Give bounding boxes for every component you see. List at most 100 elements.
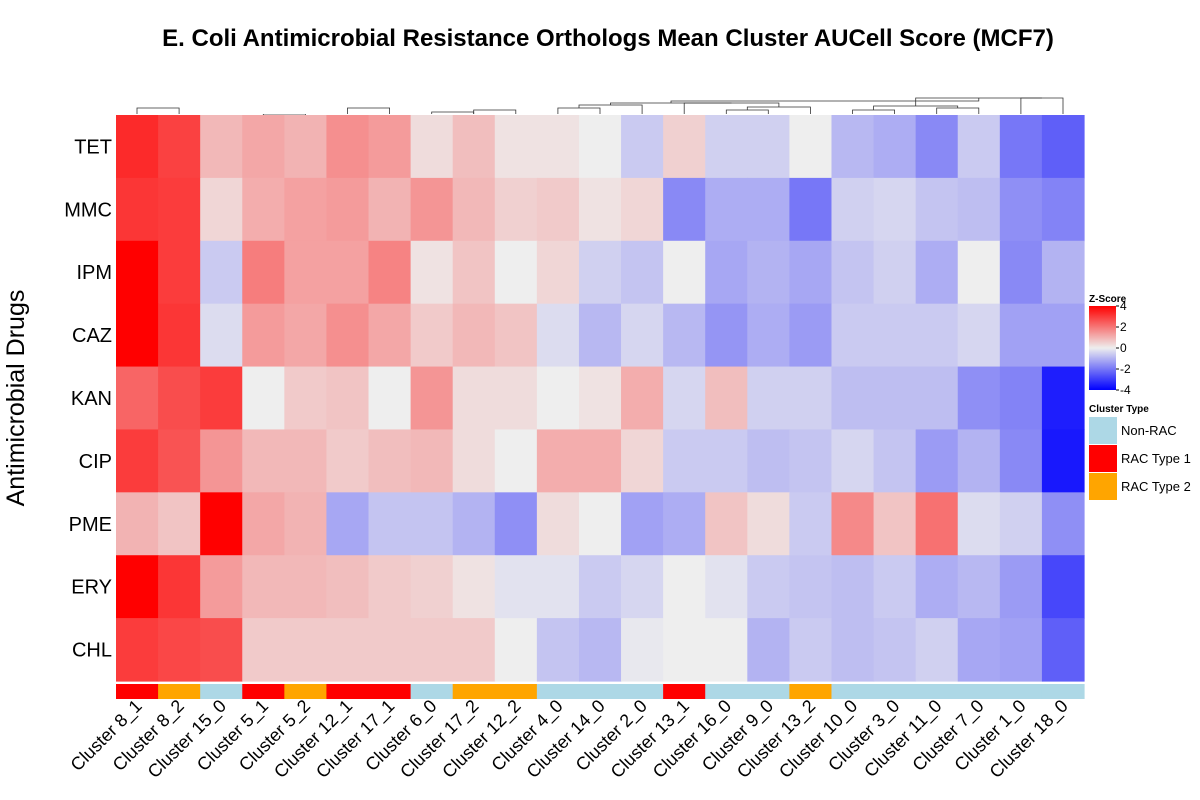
heatmap-cell-tet-20 xyxy=(957,115,1001,179)
heatmap-cell-pme-0 xyxy=(116,492,159,556)
heatmap-cell-chl-17 xyxy=(831,618,875,682)
heatmap-cell-caz-10 xyxy=(536,303,580,368)
heatmap-cell-chl-16 xyxy=(789,618,833,682)
legend-swatch-2 xyxy=(1089,473,1117,500)
heatmap-cell-cip-20 xyxy=(957,429,1001,493)
cluster-type-cell-11 xyxy=(578,684,622,699)
heatmap-cell-ipm-17 xyxy=(831,240,875,305)
zscore-legend: Z-Score 4 2 0 -2 -4 xyxy=(1089,294,1131,397)
heatmap-cell-pme-10 xyxy=(536,492,580,556)
heatmap-cell-tet-17 xyxy=(831,115,875,179)
heatmap-cell-mmc-13 xyxy=(663,177,706,242)
cluster-type-cell-21 xyxy=(999,684,1043,699)
cluster-type-cell-19 xyxy=(915,684,959,699)
heatmap-cell-ipm-20 xyxy=(957,240,1001,305)
heatmap-cell-pme-2 xyxy=(200,492,243,556)
heatmap-cell-ery-4 xyxy=(284,555,328,619)
zscore-tick-label: -4 xyxy=(1120,383,1131,397)
heatmap-cell-tet-21 xyxy=(999,115,1043,179)
heatmap-cell-caz-3 xyxy=(242,303,285,368)
heatmap-cell-tet-13 xyxy=(663,115,706,179)
row-label-mmc: MMC xyxy=(64,199,112,221)
heatmap-cell-kan-5 xyxy=(326,366,370,431)
heatmap-cell-caz-20 xyxy=(957,303,1001,368)
zscore-tick-label: 0 xyxy=(1120,341,1127,355)
heatmap-cell-ipm-13 xyxy=(663,240,706,305)
heatmap-cell-kan-13 xyxy=(663,366,706,431)
heatmap-cell-ery-17 xyxy=(831,555,875,619)
heatmap-cell-mmc-19 xyxy=(915,177,959,242)
row-label-ipm: IPM xyxy=(76,262,112,284)
heatmap-cell-caz-22 xyxy=(1041,303,1085,368)
heatmap-cell-cip-7 xyxy=(410,429,454,493)
zscore-legend-title: Z-Score xyxy=(1089,294,1127,305)
dendrogram-link xyxy=(473,109,517,114)
cluster-type-legend: Cluster Type Non-RAC RAC Type 1 RAC Type 2 xyxy=(1089,404,1191,500)
heatmap-cell-chl-0 xyxy=(116,618,159,682)
dendrogram-link xyxy=(746,106,811,114)
heatmap-cell-cip-10 xyxy=(536,429,580,493)
heatmap-cell-kan-22 xyxy=(1041,366,1085,431)
cluster-type-cell-4 xyxy=(284,684,328,699)
heatmap-cell-chl-14 xyxy=(705,618,748,682)
heatmap-cell-pme-11 xyxy=(578,492,622,556)
row-label-caz: CAZ xyxy=(72,325,112,347)
heatmap-cell-caz-21 xyxy=(999,303,1043,368)
heatmap-cell-cip-18 xyxy=(873,429,917,493)
heatmap-cell-pme-15 xyxy=(747,492,790,556)
heatmap-cell-mmc-5 xyxy=(326,177,370,242)
heatmap-cell-ipm-6 xyxy=(368,240,412,305)
heatmap-cell-mmc-10 xyxy=(536,177,580,242)
row-label-pme: PME xyxy=(69,514,112,536)
dendrogram-link xyxy=(136,107,180,114)
heatmap-cell-mmc-9 xyxy=(494,177,538,242)
heatmap-cell-cip-0 xyxy=(116,429,159,493)
heatmap-cell-pme-14 xyxy=(705,492,748,556)
dendrogram-link xyxy=(610,102,732,105)
heatmap-cell-chl-12 xyxy=(621,618,664,682)
heatmap-cell-ery-19 xyxy=(915,555,959,619)
heatmap-cell-tet-12 xyxy=(621,115,664,179)
row-label-tet: TET xyxy=(74,136,112,158)
cluster-type-cell-7 xyxy=(410,684,454,699)
cluster-type-cell-14 xyxy=(705,684,748,699)
zscore-colorbar xyxy=(1089,306,1116,390)
cluster-type-cell-18 xyxy=(873,684,917,699)
heatmap-cell-pme-13 xyxy=(663,492,706,556)
heatmap-cell-kan-6 xyxy=(368,366,412,431)
heatmap-cell-ipm-2 xyxy=(200,240,243,305)
heatmap-cell-chl-8 xyxy=(452,618,496,682)
heatmap-cell-tet-1 xyxy=(158,115,201,179)
heatmap-cell-tet-3 xyxy=(242,115,285,179)
heatmap-cell-chl-10 xyxy=(536,618,580,682)
heatmap-cell-cip-2 xyxy=(200,429,243,493)
heatmap-cell-kan-10 xyxy=(536,366,580,431)
heatmap-cell-ery-1 xyxy=(158,555,201,619)
heatmap-cell-caz-6 xyxy=(368,303,412,368)
legend-swatch-1 xyxy=(1089,445,1117,472)
heatmap-cell-ipm-7 xyxy=(410,240,454,305)
heatmap-cell-kan-4 xyxy=(284,366,328,431)
heatmap-cell-kan-12 xyxy=(621,366,664,431)
cluster-type-legend-title: Cluster Type xyxy=(1089,404,1149,415)
heatmap-cell-ery-3 xyxy=(242,555,285,619)
row-labels: TET MMC IPM CAZ KAN CIP PME ERY CHL xyxy=(64,136,112,661)
heatmap-cell-ery-11 xyxy=(578,555,622,619)
heatmap-cell-kan-11 xyxy=(578,366,622,431)
row-label-kan: KAN xyxy=(71,388,112,410)
heatmap-cell-pme-18 xyxy=(873,492,917,556)
heatmap-cell-kan-7 xyxy=(410,366,454,431)
heatmap-cell-mmc-11 xyxy=(578,177,622,242)
heatmap-cell-chl-7 xyxy=(410,618,454,682)
heatmap-cell-ery-0 xyxy=(116,555,159,619)
heatmap-cell-tet-8 xyxy=(452,115,496,179)
heatmap-cell-pme-7 xyxy=(410,492,454,556)
heatmap-cell-cip-14 xyxy=(705,429,748,493)
heatmap-cell-caz-14 xyxy=(705,303,748,368)
heatmap-cell-ery-12 xyxy=(621,555,664,619)
heatmap-cell-tet-6 xyxy=(368,115,412,179)
cluster-type-cell-22 xyxy=(1041,684,1085,699)
heatmap-cell-pme-8 xyxy=(452,492,496,556)
heatmap-cell-mmc-15 xyxy=(747,177,790,242)
heatmap-cell-cip-21 xyxy=(999,429,1043,493)
